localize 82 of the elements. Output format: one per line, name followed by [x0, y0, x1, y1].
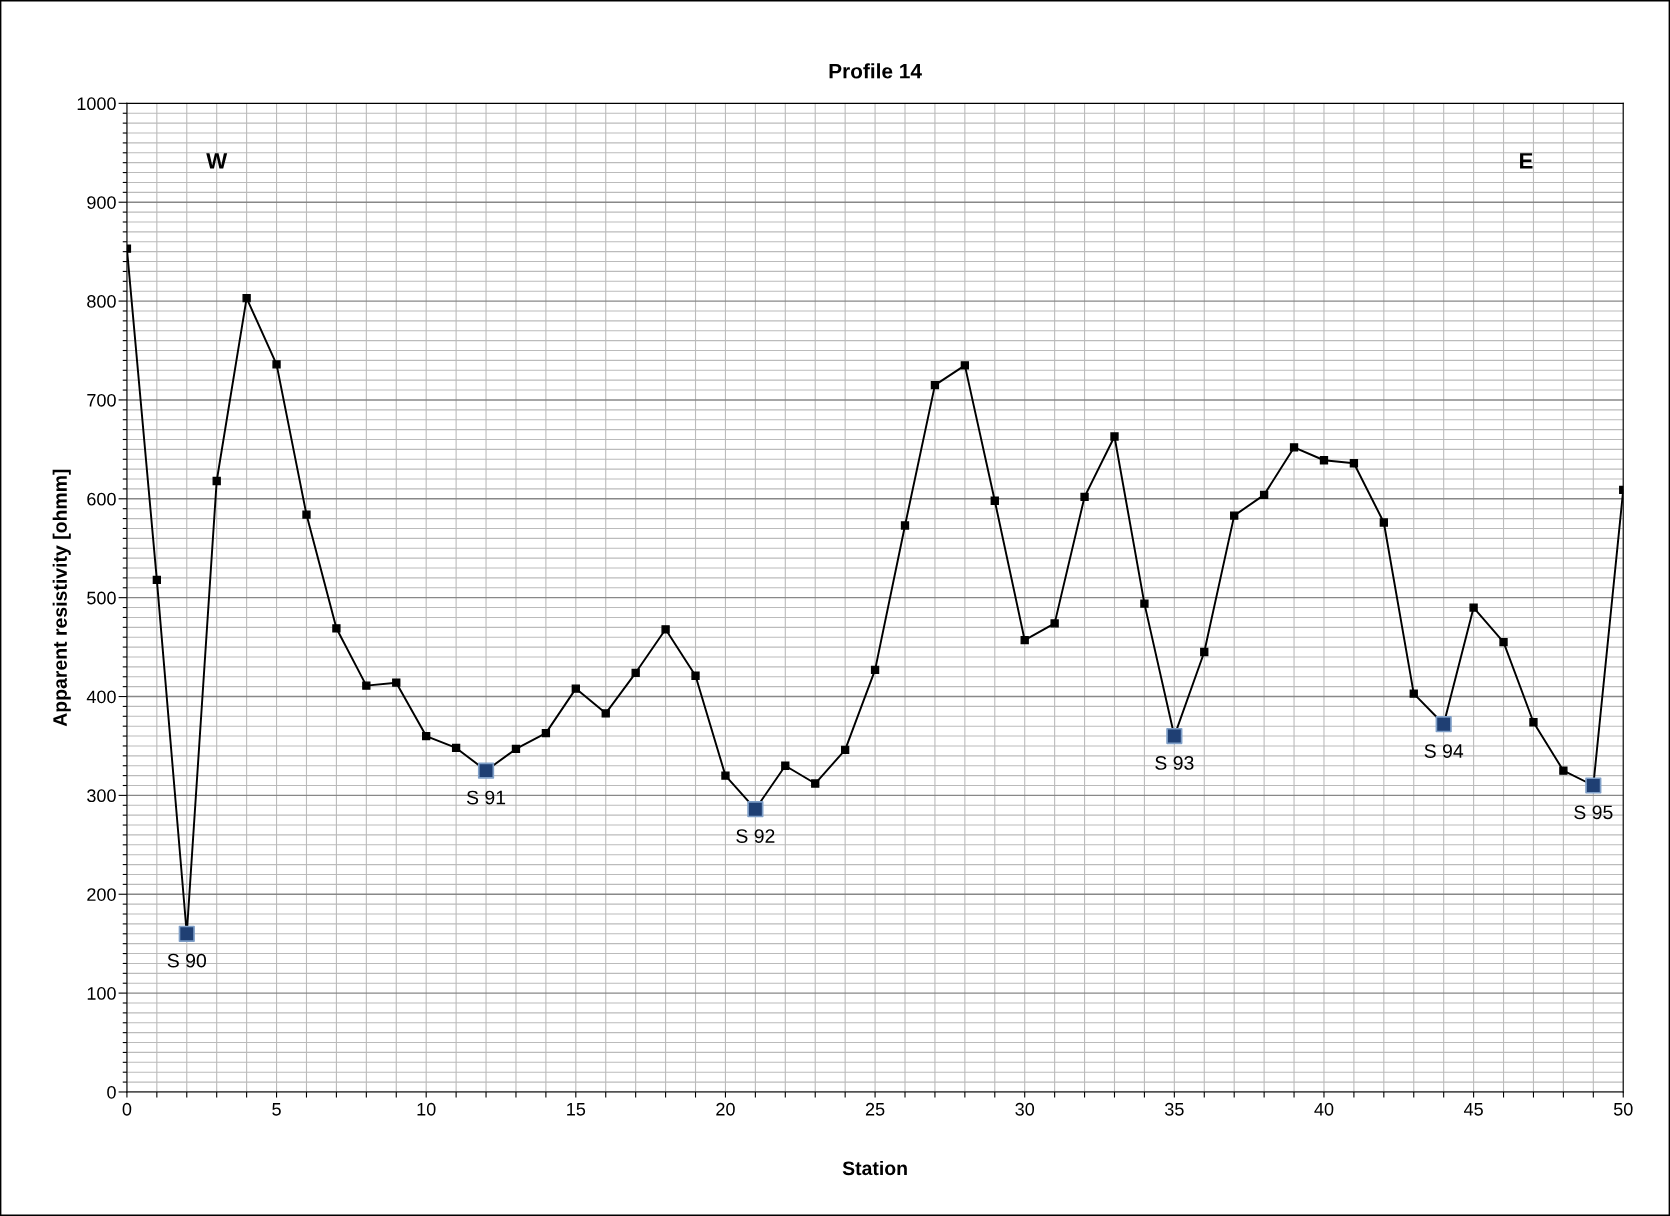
x-tick-label: 5 — [272, 1103, 281, 1116]
point — [900, 521, 910, 530]
point — [477, 762, 495, 779]
point — [1499, 637, 1508, 647]
annotation: W — [206, 153, 228, 169]
point — [1349, 459, 1359, 468]
x-tick-label: 20 — [716, 1102, 735, 1116]
point — [1469, 603, 1478, 612]
point — [178, 925, 195, 942]
y-tick-label: 800 — [87, 295, 116, 308]
point — [1110, 432, 1119, 441]
x-tick-label: 30 — [1015, 1102, 1035, 1116]
point — [392, 678, 401, 687]
point — [870, 665, 880, 674]
point — [152, 575, 162, 585]
point — [451, 743, 461, 753]
point — [781, 761, 790, 770]
y-axis-title: Apparent resistivity [ohmm] — [52, 469, 71, 727]
point — [1559, 766, 1568, 775]
x-tick-label: 35 — [1164, 1102, 1184, 1116]
point — [332, 624, 341, 633]
point — [1080, 492, 1089, 501]
point — [747, 801, 764, 818]
annotation: S 91 — [466, 790, 506, 805]
point — [840, 745, 850, 755]
point — [1166, 727, 1183, 745]
point — [1319, 456, 1329, 465]
x-tick-label: 15 — [567, 1103, 586, 1116]
annotation: S 90 — [167, 953, 207, 968]
point — [1230, 511, 1239, 520]
annotation: S 92 — [736, 829, 775, 843]
y-tick-label: 200 — [87, 888, 116, 901]
point — [1289, 443, 1299, 452]
annotation: S 94 — [1424, 744, 1464, 758]
point — [990, 496, 999, 505]
point — [511, 744, 521, 754]
annotation: S 93 — [1155, 756, 1194, 770]
point — [422, 731, 431, 741]
point — [242, 293, 251, 303]
x-tick-label: 25 — [865, 1102, 885, 1116]
point — [1140, 599, 1149, 608]
point — [1020, 636, 1029, 645]
point — [691, 671, 700, 680]
y-tick-label: 1000 — [77, 97, 116, 111]
y-tick-label: 400 — [86, 690, 116, 704]
y-tick-label: 900 — [87, 196, 116, 209]
point — [1585, 777, 1602, 794]
x-tick-label: 45 — [1463, 1103, 1483, 1116]
point — [1529, 718, 1538, 727]
point — [1200, 647, 1209, 657]
point — [1259, 490, 1269, 500]
point — [930, 380, 940, 390]
y-tick-label: 100 — [87, 987, 116, 1000]
y-tick-label: 0 — [107, 1085, 116, 1099]
annotation: E — [1520, 153, 1533, 169]
x-axis-title: Station — [842, 1160, 907, 1176]
chart-title: Profile 14 — [829, 63, 922, 79]
y-tick-label: 500 — [87, 591, 116, 605]
y-tick-label: 300 — [87, 789, 116, 803]
point — [721, 771, 730, 780]
point — [631, 668, 640, 677]
point — [601, 709, 610, 718]
point — [272, 360, 281, 369]
point — [811, 779, 820, 788]
point — [541, 728, 551, 738]
point — [960, 361, 970, 370]
point — [1050, 619, 1059, 628]
point — [362, 681, 371, 690]
point — [571, 684, 580, 693]
point — [302, 510, 311, 519]
point — [1379, 518, 1388, 527]
annotation: S 95 — [1574, 805, 1613, 820]
x-tick-label: 10 — [417, 1102, 436, 1116]
x-tick-label: 0 — [122, 1102, 132, 1116]
y-tick-label: 700 — [87, 393, 116, 407]
point — [1409, 689, 1418, 698]
y-tick-label: 600 — [87, 492, 116, 506]
x-tick-label: 40 — [1314, 1102, 1334, 1116]
point — [212, 476, 221, 486]
point — [1435, 716, 1452, 733]
x-tick-label: 50 — [1613, 1102, 1633, 1116]
point — [661, 625, 670, 634]
